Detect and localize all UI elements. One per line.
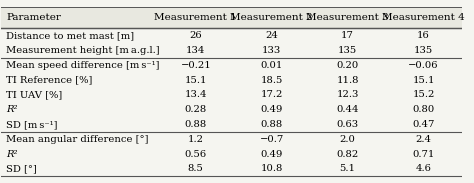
Text: 12.3: 12.3: [337, 90, 359, 99]
Text: 0.88: 0.88: [261, 120, 283, 129]
Text: Measurement height [m a.g.l.]: Measurement height [m a.g.l.]: [6, 46, 160, 55]
Text: 0.63: 0.63: [337, 120, 359, 129]
Text: 0.71: 0.71: [412, 150, 435, 158]
Text: R²: R²: [6, 105, 18, 114]
Text: 15.1: 15.1: [184, 76, 207, 85]
Text: Mean angular difference [°]: Mean angular difference [°]: [6, 135, 148, 144]
Text: SD [m s⁻¹]: SD [m s⁻¹]: [6, 120, 57, 129]
Text: 13.4: 13.4: [184, 90, 207, 99]
Text: 0.49: 0.49: [261, 150, 283, 158]
Text: −0.7: −0.7: [260, 135, 284, 144]
Text: 4.6: 4.6: [416, 164, 431, 173]
Text: Measurement 2: Measurement 2: [230, 13, 313, 22]
Text: 15.1: 15.1: [412, 76, 435, 85]
Text: 0.28: 0.28: [185, 105, 207, 114]
Bar: [1, 7, 462, 28]
Text: 0.80: 0.80: [412, 105, 435, 114]
Text: TI Reference [%]: TI Reference [%]: [6, 76, 92, 85]
Text: 0.44: 0.44: [337, 105, 359, 114]
Text: Parameter: Parameter: [6, 13, 61, 22]
Text: 18.5: 18.5: [261, 76, 283, 85]
Text: 0.20: 0.20: [337, 61, 359, 70]
Text: Measurement 3: Measurement 3: [306, 13, 389, 22]
Text: 134: 134: [186, 46, 206, 55]
Text: −0.21: −0.21: [181, 61, 211, 70]
Text: Mean speed difference [m s⁻¹]: Mean speed difference [m s⁻¹]: [6, 61, 159, 70]
Text: 17.2: 17.2: [261, 90, 283, 99]
Text: 0.88: 0.88: [185, 120, 207, 129]
Text: Measurement 4: Measurement 4: [382, 13, 465, 22]
Text: TI UAV [%]: TI UAV [%]: [6, 90, 62, 99]
Text: 17: 17: [341, 31, 354, 40]
Text: 11.8: 11.8: [337, 76, 359, 85]
Text: Distance to met mast [m]: Distance to met mast [m]: [6, 31, 134, 40]
Text: Measurement 1: Measurement 1: [155, 13, 237, 22]
Text: 0.01: 0.01: [261, 61, 283, 70]
Text: 10.8: 10.8: [261, 164, 283, 173]
Text: 2.0: 2.0: [340, 135, 356, 144]
Text: 16: 16: [417, 31, 430, 40]
Text: 135: 135: [414, 46, 433, 55]
Text: 8.5: 8.5: [188, 164, 204, 173]
Text: SD [°]: SD [°]: [6, 164, 37, 173]
Text: 0.47: 0.47: [412, 120, 435, 129]
Text: 133: 133: [262, 46, 282, 55]
Text: R²: R²: [6, 150, 18, 158]
Text: 0.82: 0.82: [337, 150, 359, 158]
Text: 1.2: 1.2: [188, 135, 204, 144]
Text: 26: 26: [190, 31, 202, 40]
Text: 0.49: 0.49: [261, 105, 283, 114]
Text: 5.1: 5.1: [340, 164, 356, 173]
Text: 135: 135: [338, 46, 357, 55]
Text: −0.06: −0.06: [408, 61, 439, 70]
Text: 2.4: 2.4: [416, 135, 432, 144]
Text: 15.2: 15.2: [412, 90, 435, 99]
Text: 0.56: 0.56: [185, 150, 207, 158]
Text: 24: 24: [265, 31, 278, 40]
